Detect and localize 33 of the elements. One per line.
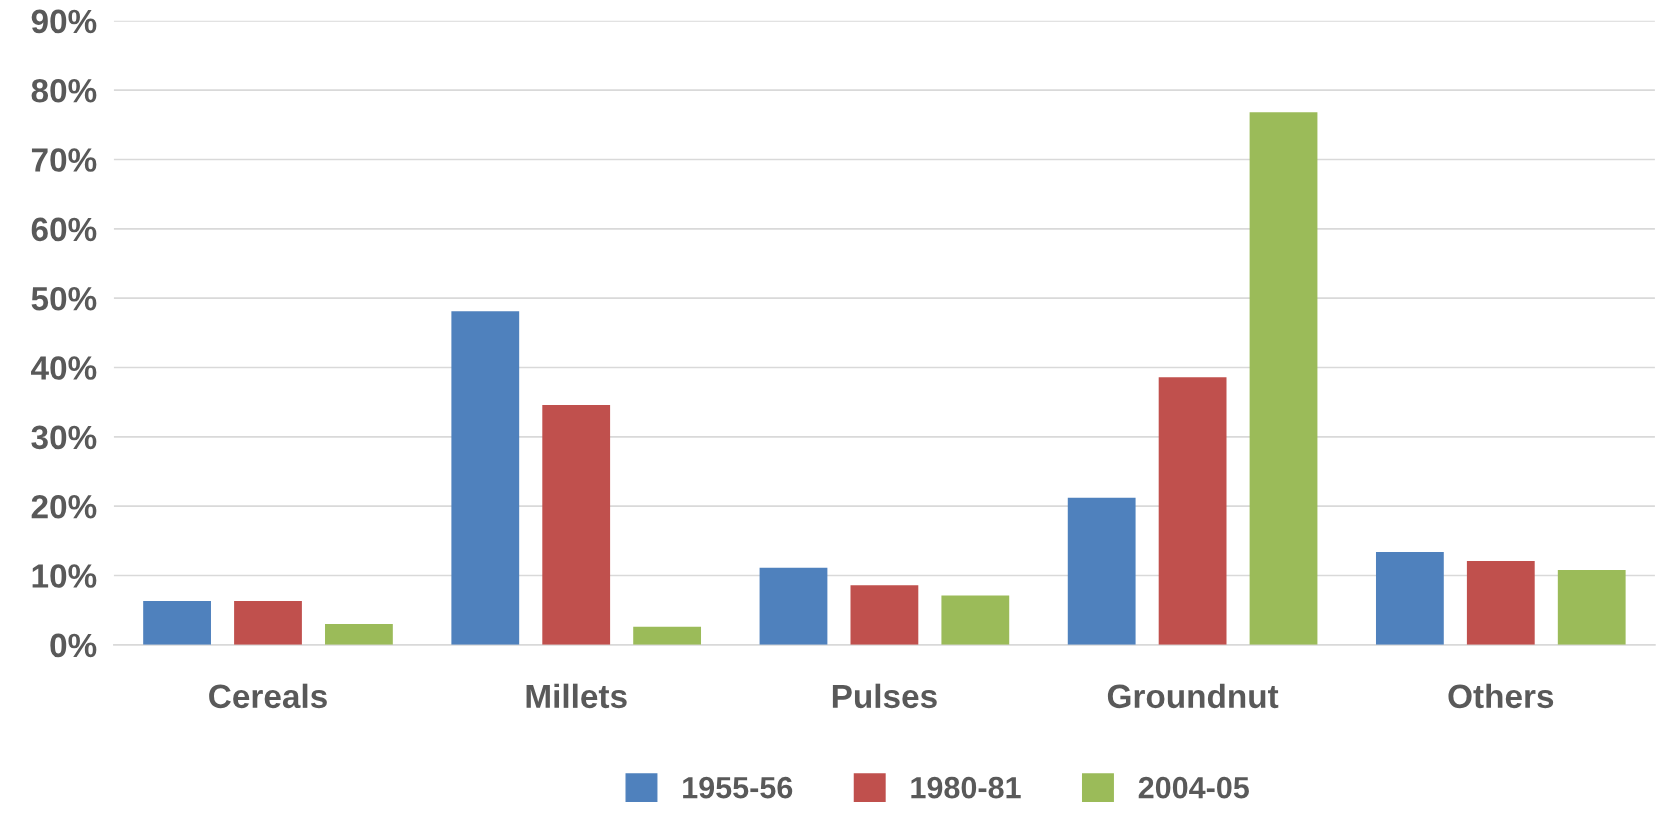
bar bbox=[1249, 112, 1318, 645]
y-tick-label: 70% bbox=[31, 148, 97, 172]
bar bbox=[633, 626, 702, 645]
legend-label: 2004-05 bbox=[1138, 776, 1249, 799]
y-tick-label: 20% bbox=[31, 494, 97, 519]
bar bbox=[850, 585, 919, 645]
legend-label: 1955-56 bbox=[683, 776, 793, 799]
bar bbox=[325, 624, 393, 645]
x-tick-label: Others bbox=[1448, 683, 1554, 709]
y-tick-label: 50% bbox=[31, 286, 97, 311]
x-tick-label: Cereals bbox=[209, 683, 327, 709]
y-tick-label: 0% bbox=[50, 633, 97, 658]
bar bbox=[1557, 569, 1626, 645]
y-tick-label: 60% bbox=[31, 217, 97, 242]
bar bbox=[1375, 551, 1444, 645]
bar bbox=[234, 601, 302, 645]
y-tick-label: 30% bbox=[31, 425, 97, 450]
legend-label: 1980-81 bbox=[911, 776, 1021, 799]
bar bbox=[1067, 497, 1136, 645]
y-tick-label: 90% bbox=[31, 9, 97, 34]
bar bbox=[1158, 377, 1227, 645]
bar bbox=[542, 404, 611, 645]
bar bbox=[759, 567, 828, 645]
bar bbox=[451, 311, 520, 645]
y-tick-label: 40% bbox=[31, 356, 97, 380]
x-tick-label: Groundnut bbox=[1107, 683, 1279, 709]
bar bbox=[941, 595, 1010, 645]
x-tick-label: Millets bbox=[526, 683, 627, 709]
y-tick-label: 80% bbox=[31, 78, 97, 103]
x-tick-label: Pulses bbox=[832, 683, 937, 709]
y-tick-label: 10% bbox=[32, 564, 97, 588]
bar bbox=[143, 601, 211, 645]
bar bbox=[1466, 560, 1535, 645]
